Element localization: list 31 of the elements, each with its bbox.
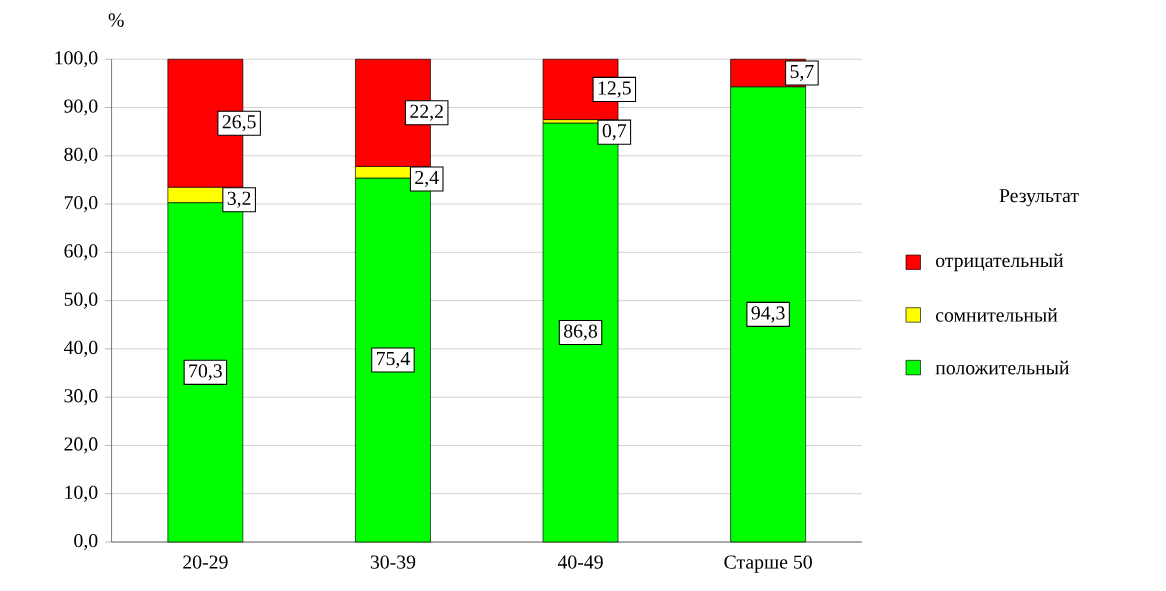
data-label: 12,5 (598, 81, 631, 98)
legend-label: сомнительный (935, 307, 1058, 322)
y-tick-label: 50,0 (64, 292, 98, 309)
data-label: 70,3 (189, 364, 222, 381)
y-tick-label: 80,0 (64, 147, 98, 164)
legend-label: положительный (935, 360, 1070, 375)
x-tick-label: 40-49 (557, 555, 603, 569)
data-label: 3,2 (227, 191, 251, 208)
legend-title: Результат (999, 189, 1079, 207)
x-tick-label: Старше 50 (724, 555, 812, 573)
x-tick-label: 20-29 (183, 555, 228, 569)
data-label: 26,5 (222, 114, 256, 132)
y-tick-label: 30,0 (64, 388, 98, 406)
data-label: 94,3 (751, 306, 785, 323)
data-label: 22,2 (410, 104, 443, 121)
x-tick-label: 30-39 (370, 555, 416, 569)
y-tick-label: 90,0 (64, 99, 98, 116)
y-axis-title: % (108, 13, 124, 27)
y-tick-label: 0,0 (74, 533, 98, 550)
data-label: 75,4 (376, 351, 410, 368)
y-tick-label: 20,0 (64, 437, 98, 454)
y-tick-label: 40,0 (63, 340, 98, 357)
data-label: 86,8 (564, 324, 598, 341)
data-label: 5,7 (790, 64, 814, 81)
data-label: 2,4 (415, 170, 439, 187)
legend-label: отрицательный (935, 253, 1064, 271)
y-tick-label: 70,0 (64, 195, 98, 212)
y-tick-label: 10,0 (65, 485, 98, 502)
data-label: 0,7 (602, 123, 627, 141)
y-tick-label: 100,0 (55, 50, 98, 68)
y-tick-label: 60,0 (64, 244, 98, 261)
